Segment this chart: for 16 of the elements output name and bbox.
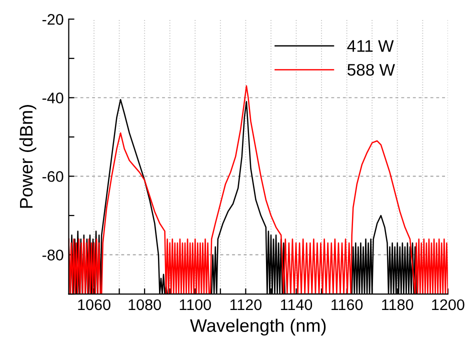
x-tick-label: 1060	[78, 299, 110, 310]
x-axis-title: Wavelength (nm)	[190, 318, 326, 336]
x-tick-label: 1160	[332, 299, 363, 310]
x-tick-label: 1180	[382, 299, 414, 310]
x-tick-label: 1140	[280, 299, 312, 310]
y-tick-label: -60	[42, 171, 64, 182]
x-tick-label: 1120	[230, 299, 262, 310]
y-tick-label: -40	[42, 92, 64, 104]
x-tick-label: 1200	[432, 299, 464, 310]
x-tick-label: 1080	[128, 299, 161, 310]
x-tick-label: 1100	[180, 299, 211, 310]
legend-label: 411 W	[347, 40, 394, 52]
y-tick-label: -80	[42, 250, 64, 260]
legend-label: 588 W	[348, 64, 395, 76]
y-axis-title: Power (dBm)	[19, 105, 36, 208]
y-tick-label: -20	[42, 14, 64, 25]
